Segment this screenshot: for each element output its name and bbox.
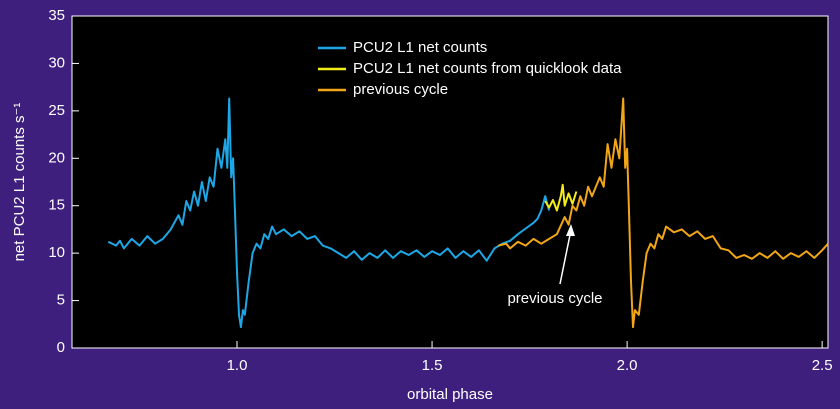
y-tick-label: 15 (48, 197, 65, 214)
y-axis-label: net PCU2 L1 counts s⁻¹ (11, 103, 28, 262)
x-axis-label: orbital phase (407, 386, 493, 403)
series-line (107, 97, 551, 329)
y-tick-label: 25 (48, 102, 65, 119)
y-tick-label: 35 (48, 7, 65, 24)
y-tick-label: 5 (57, 292, 65, 309)
y-tick-label: 20 (48, 149, 65, 166)
annotation-arrow (559, 229, 572, 285)
annotation: previous cycle (507, 290, 602, 307)
y-tick-label: 30 (48, 54, 65, 71)
plot-area (71, 15, 829, 349)
x-tick-label: 1.5 (422, 357, 443, 374)
x-tick-label: 2.0 (617, 357, 638, 374)
x-tick-label: 2.5 (812, 357, 833, 374)
series-line (498, 97, 829, 329)
arrow-head (566, 224, 575, 236)
series-line (544, 183, 578, 212)
y-tick-label: 0 (57, 339, 65, 356)
legend-label: previous cycle (353, 81, 448, 98)
legend-label: PCU2 L1 net counts (353, 39, 487, 56)
x-tick-label: 1.0 (227, 357, 248, 374)
y-tick-label: 10 (48, 244, 65, 261)
legend-label: PCU2 L1 net counts from quicklook data (353, 60, 622, 77)
